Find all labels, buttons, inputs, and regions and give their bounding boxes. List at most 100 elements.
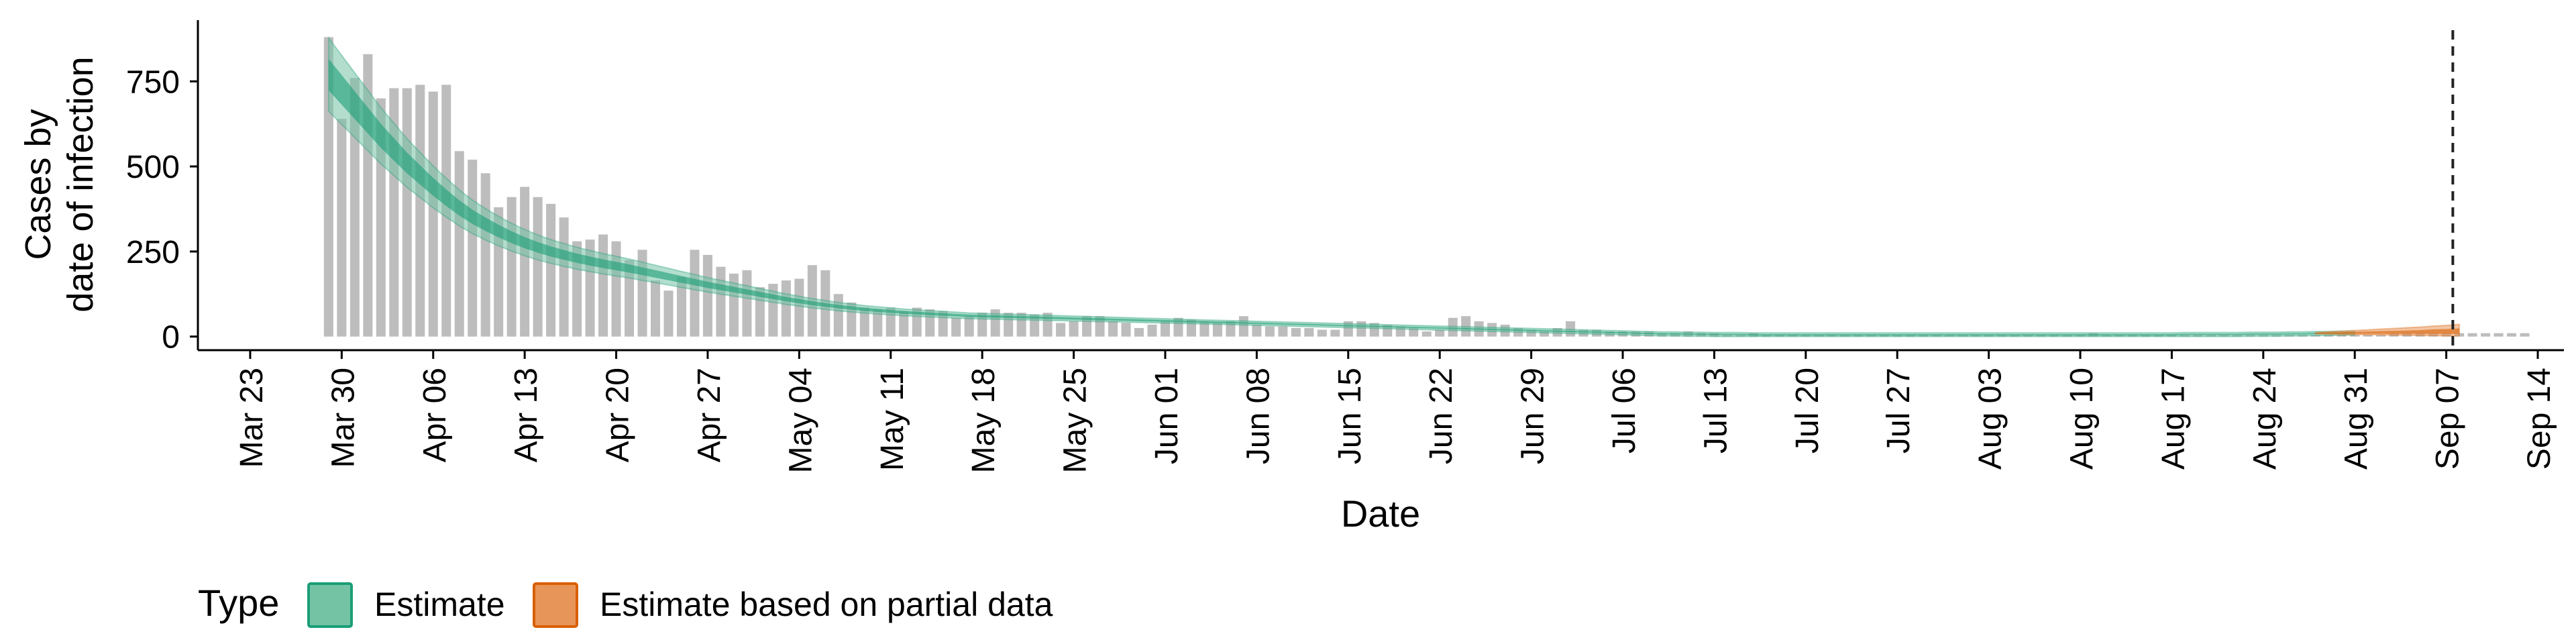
partial-inner-band — [2315, 328, 2460, 334]
x-tick-label: May 18 — [966, 368, 1002, 473]
legend-label-estimate: Estimate — [374, 586, 505, 623]
x-tick-label: Jun 08 — [1240, 368, 1276, 464]
y-tick-label: 500 — [126, 150, 180, 185]
legend-key-estimate — [307, 582, 353, 628]
case-bar — [833, 294, 843, 337]
case-bar — [468, 159, 478, 337]
bands-layer — [327, 36, 2461, 337]
case-bar — [1147, 324, 1157, 337]
case-bar — [1265, 326, 1275, 337]
case-bar — [2376, 335, 2386, 337]
case-bar — [1330, 329, 1340, 337]
case-bar — [1409, 328, 1419, 337]
case-bar — [1421, 331, 1432, 337]
x-tick-label: Jul 06 — [1607, 368, 1642, 453]
legend-label-partial: Estimate based on partial data — [600, 586, 1053, 623]
case-bar — [1540, 331, 1550, 337]
axes-layer — [197, 20, 2564, 352]
bars-layer — [323, 37, 2530, 337]
case-bar — [350, 78, 360, 337]
case-bar — [598, 234, 608, 337]
case-bar — [625, 260, 635, 337]
case-bar — [1134, 328, 1144, 337]
x-axis-title: Date — [1341, 492, 1420, 535]
case-bar — [781, 280, 791, 337]
case-bar — [702, 254, 712, 337]
x-tick-label: May 25 — [1058, 368, 1093, 473]
case-bar — [651, 280, 661, 337]
x-tick-label: Apr 06 — [417, 368, 453, 462]
case-bar — [546, 203, 556, 337]
case-bar — [2324, 335, 2334, 337]
x-tick-label: Aug 10 — [2064, 368, 2100, 470]
case-bar — [402, 88, 412, 337]
case-bar — [1278, 326, 1288, 337]
y-axis-title-line-2: date of infection — [60, 56, 101, 312]
case-bar — [1108, 321, 1118, 337]
y-tick-label: 750 — [126, 64, 180, 100]
x-tick-label: Jun 15 — [1332, 368, 1368, 464]
x-tick-label: Aug 17 — [2155, 368, 2191, 470]
case-bar — [1212, 323, 1222, 337]
y-axis-title-line-1: Cases by — [18, 109, 58, 260]
x-tick-label: Jun 01 — [1149, 368, 1185, 464]
case-bar — [480, 173, 490, 337]
case-bar — [1291, 328, 1301, 337]
estimate-outer-band — [327, 36, 2356, 337]
x-tick-label: Apr 13 — [508, 368, 544, 462]
case-bar — [1252, 324, 1262, 337]
x-tick-label: Sep 14 — [2522, 368, 2557, 470]
case-bar — [1461, 316, 1471, 337]
case-bar — [1186, 319, 1196, 337]
case-bar — [2337, 335, 2347, 337]
case-bar — [873, 309, 883, 337]
y-ticks: 0 250 500 750 — [126, 64, 198, 356]
x-tick-label: Sep 07 — [2430, 368, 2466, 470]
x-ticks: Mar 23 Mar 30 Apr 06 Apr 13 Apr 20 Apr 27 May … — [234, 350, 2557, 473]
y-tick-label: 0 — [162, 320, 180, 356]
y-tick-label: 250 — [126, 235, 180, 270]
case-bar — [520, 186, 530, 337]
legend-title: Type — [198, 582, 279, 624]
legend-key-partial — [533, 582, 578, 628]
case-bar — [415, 85, 425, 337]
case-bar — [533, 197, 543, 337]
case-bar — [506, 197, 517, 337]
x-tick-label: Mar 30 — [325, 368, 361, 468]
case-bar — [1056, 323, 1066, 337]
case-bar — [1238, 316, 1248, 337]
x-tick-label: May 11 — [875, 368, 910, 471]
case-bar — [2350, 335, 2360, 337]
case-bar — [2455, 333, 2465, 337]
x-tick-label: Aug 03 — [1973, 368, 2008, 470]
case-bar — [964, 316, 974, 337]
case-bar — [2363, 335, 2373, 337]
case-bar — [1160, 321, 1170, 337]
case-bar — [663, 290, 674, 337]
case-bar — [2520, 333, 2530, 337]
case-bar — [1317, 329, 1327, 337]
x-tick-label: Jun 29 — [1515, 368, 1551, 464]
case-bar — [2481, 333, 2491, 337]
x-tick-label: Apr 20 — [600, 368, 636, 462]
case-bar — [1435, 329, 1445, 337]
x-tick-label: Jun 22 — [1424, 368, 1459, 464]
x-tick-label: Jul 13 — [1698, 368, 1733, 453]
x-tick-label: Jul 27 — [1881, 368, 1917, 453]
case-bar — [716, 266, 726, 337]
case-bar — [742, 270, 752, 337]
case-bar — [676, 276, 686, 337]
case-bar — [2310, 335, 2320, 337]
case-bar — [1121, 323, 1131, 337]
case-bar — [559, 217, 569, 337]
case-bar — [859, 307, 869, 337]
case-bar — [794, 278, 804, 337]
case-bar — [2467, 333, 2477, 337]
case-bar — [428, 91, 438, 337]
case-bar — [2493, 333, 2504, 337]
legend: Type Estimate Estimate based on partial … — [198, 582, 1053, 628]
x-tick-label: Mar 23 — [234, 368, 270, 468]
case-bar — [690, 250, 700, 337]
case-bar — [1304, 328, 1314, 337]
